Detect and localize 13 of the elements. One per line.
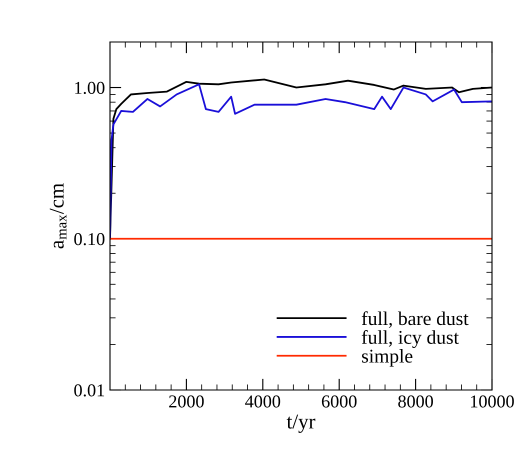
y-tick-label: 1.00 (75, 82, 104, 94)
y-tick-label: 0.01 (74, 384, 104, 397)
x-tick-label: 8000 (398, 395, 433, 408)
y-tick-label: 0.10 (74, 233, 104, 246)
legend-label: full, icy dust (362, 330, 459, 348)
legend-label: simple (362, 349, 412, 367)
x-tick-label: 4000 (245, 395, 280, 408)
x-axis-title: t/yr (286, 414, 316, 433)
x-tick-label: 6000 (322, 395, 357, 408)
legend-label: full, bare dust (362, 311, 469, 328)
y-axis-title: a$_{max}$/cm (50, 183, 67, 248)
x-tick-label: 10000 (471, 395, 514, 408)
x-tick-label: 2000 (169, 395, 204, 408)
